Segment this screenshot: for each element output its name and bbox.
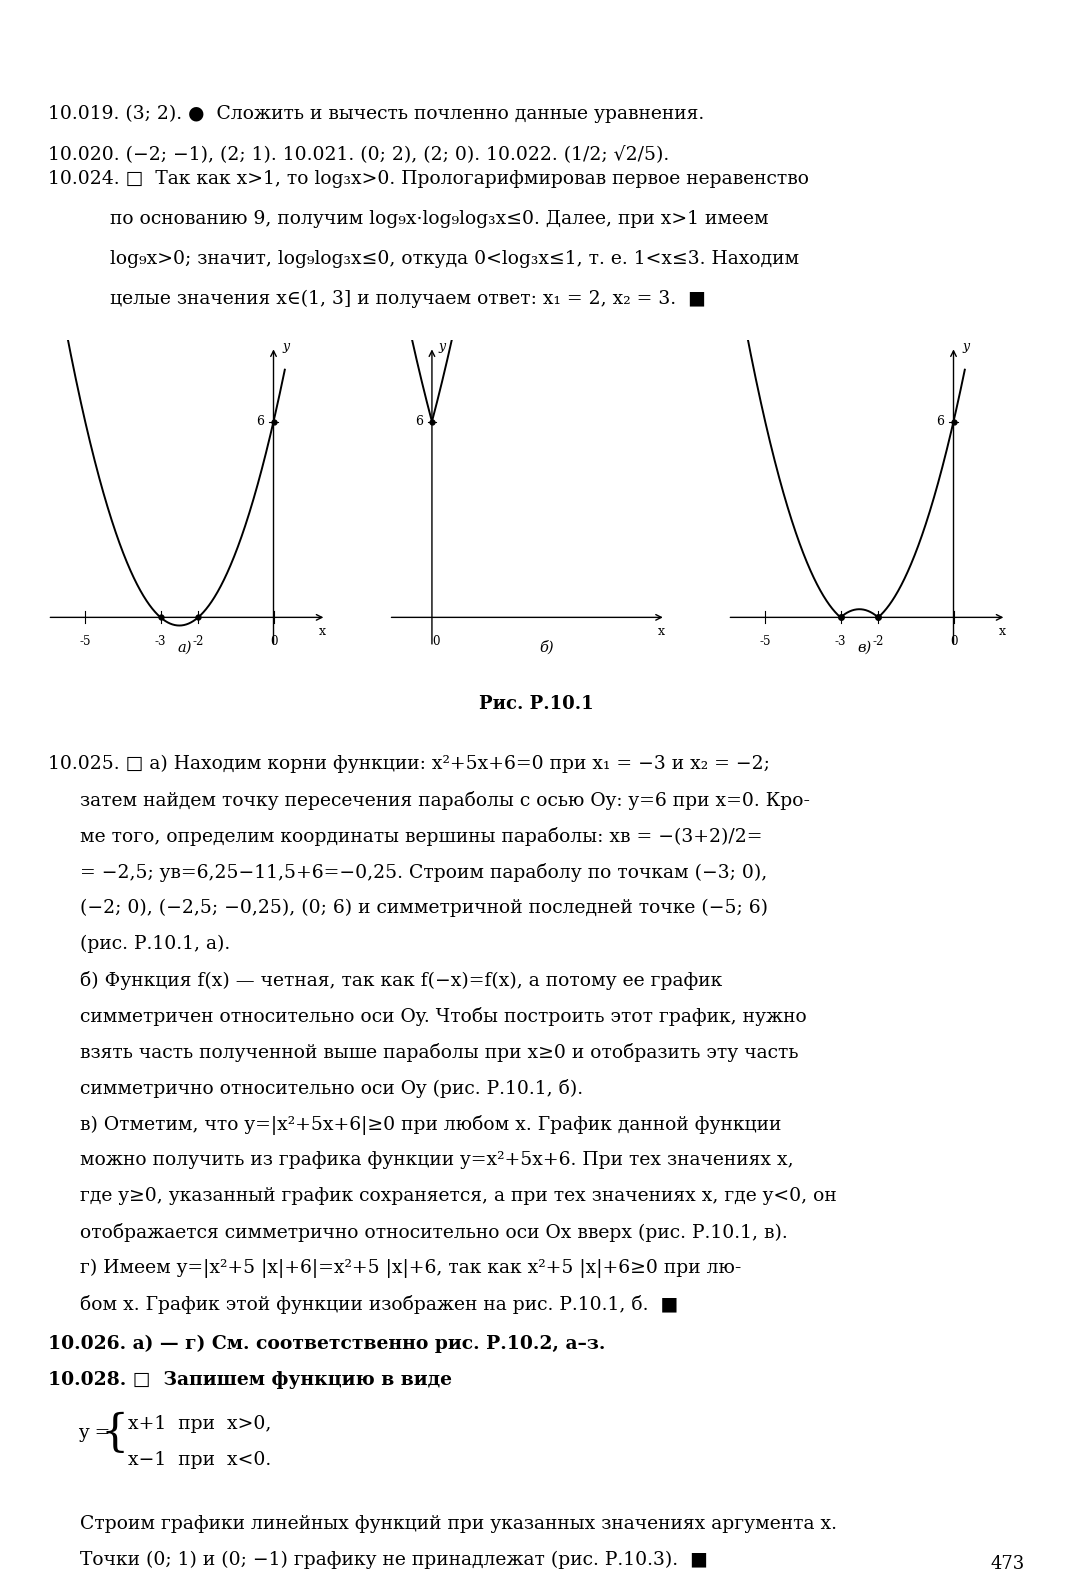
- Text: -3: -3: [835, 636, 847, 649]
- Text: = −2,5; yв=6,25−11,5+6=−0,25. Строим параболу по точкам (−3; 0),: = −2,5; yв=6,25−11,5+6=−0,25. Строим пар…: [80, 864, 767, 883]
- Text: y: y: [283, 340, 290, 353]
- Text: {: {: [100, 1411, 129, 1454]
- Text: симметричен относительно оси Oy. Чтобы построить этот график, нужно: симметричен относительно оси Oy. Чтобы п…: [80, 1008, 807, 1027]
- Text: x+1  при  x>0,: x+1 при x>0,: [128, 1414, 271, 1433]
- Text: г) Имеем y=|x²+5 |x|+6|=x²+5 |x|+6, так как x²+5 |x|+6≥0 при лю-: г) Имеем y=|x²+5 |x|+6|=x²+5 |x|+6, так …: [80, 1259, 741, 1278]
- Text: 0: 0: [950, 636, 957, 649]
- Text: (−2; 0), (−2,5; −0,25), (0; 6) и симметричной последней точке (−5; 6): (−2; 0), (−2,5; −0,25), (0; 6) и симметр…: [80, 899, 768, 918]
- Text: 6: 6: [415, 414, 423, 429]
- Text: Рис. Р.10.1: Рис. Р.10.1: [479, 694, 593, 713]
- Text: б) Функция f(x) — четная, так как f(−x)=f(x), а потому ее график: б) Функция f(x) — четная, так как f(−x)=…: [80, 971, 722, 990]
- Text: отображается симметрично относительно оси Ox вверх (рис. Р.10.1, в).: отображается симметрично относительно ос…: [80, 1223, 788, 1242]
- Text: log₉x>0; значит, log₉log₃x≤0, откуда 0<log₃x≤1, т. е. 1<x≤3. Находим: log₉x>0; значит, log₉log₃x≤0, откуда 0<l…: [111, 250, 799, 267]
- Text: 473: 473: [990, 1555, 1025, 1573]
- Text: 10.024. □  Так как x>1, то log₃x>0. Прологарифмировав первое неравенство: 10.024. □ Так как x>1, то log₃x>0. Проло…: [48, 169, 809, 188]
- Text: 10.028. □  Запишем функцию в виде: 10.028. □ Запишем функцию в виде: [48, 1372, 452, 1389]
- Text: y =: y =: [78, 1424, 111, 1443]
- Text: в) Отметим, что y=|x²+5x+6|≥0 при любом x. График данной функции: в) Отметим, что y=|x²+5x+6|≥0 при любом …: [80, 1115, 781, 1134]
- Text: б): б): [540, 641, 554, 655]
- Text: 10.026. а) — г) См. соответственно рис. Р.10.2, a–з.: 10.026. а) — г) См. соответственно рис. …: [48, 1335, 605, 1353]
- Text: 0: 0: [269, 636, 277, 649]
- Text: y: y: [962, 340, 970, 353]
- Text: -5: -5: [79, 636, 91, 649]
- Text: где y≥0, указанный график сохраняется, а при тех значениях x, где y<0, он: где y≥0, указанный график сохраняется, а…: [80, 1186, 837, 1205]
- Text: 6: 6: [256, 414, 264, 429]
- Text: ме того, определим координаты вершины параболы: xв = −(3+2)/2=: ме того, определим координаты вершины па…: [80, 827, 763, 846]
- Text: целые значения x∈(1, 3] и получаем ответ: x₁ = 2, x₂ = 3.  ■: целые значения x∈(1, 3] и получаем ответ…: [111, 290, 706, 308]
- Text: x: x: [999, 625, 1006, 638]
- Text: x: x: [319, 625, 326, 638]
- Text: 6: 6: [936, 414, 944, 429]
- Text: -5: -5: [760, 636, 770, 649]
- Text: -2: -2: [872, 636, 884, 649]
- Text: можно получить из графика функции y=x²+5x+6. При тех значениях x,: можно получить из графика функции y=x²+5…: [80, 1152, 794, 1169]
- Text: 10.025. □ а) Находим корни функции: x²+5x+6=0 при x₁ = −3 и x₂ = −2;: 10.025. □ а) Находим корни функции: x²+5…: [48, 755, 769, 774]
- Text: -3: -3: [155, 636, 166, 649]
- Text: y: y: [439, 340, 445, 353]
- Text: бом x. График этой функции изображен на рис. Р.10.1, б.  ■: бом x. График этой функции изображен на …: [80, 1296, 678, 1315]
- Text: (рис. Р.10.1, а).: (рис. Р.10.1, а).: [80, 935, 231, 954]
- Text: 0: 0: [432, 636, 440, 649]
- Text: x: x: [658, 625, 665, 638]
- Text: симметрично относительно оси Oy (рис. Р.10.1, б).: симметрично относительно оси Oy (рис. Р.…: [80, 1079, 583, 1098]
- Text: а): а): [178, 641, 192, 655]
- Text: x−1  при  x<0.: x−1 при x<0.: [128, 1451, 271, 1470]
- Text: Строим графики линейных функций при указанных значениях аргумента x.: Строим графики линейных функций при указ…: [80, 1516, 837, 1533]
- Text: Точки (0; 1) и (0; −1) графику не принадлежат (рис. Р.10.3).  ■: Точки (0; 1) и (0; −1) графику не принад…: [80, 1550, 708, 1569]
- Text: затем найдем точку пересечения параболы с осью Oy: y=6 при x=0. Кро-: затем найдем точку пересечения параболы …: [80, 791, 810, 810]
- Text: по основанию 9, получим log₉x·log₉log₃x≤0. Далее, при x>1 имеем: по основанию 9, получим log₉x·log₉log₃x≤…: [111, 210, 768, 228]
- Text: 10.020. (−2; −1), (2; 1). 10.021. (0; 2), (2; 0). 10.022. (1/2; √2/5).: 10.020. (−2; −1), (2; 1). 10.021. (0; 2)…: [48, 146, 670, 163]
- Text: взять часть полученной выше параболы при x≥0 и отобразить эту часть: взять часть полученной выше параболы при…: [80, 1043, 798, 1062]
- Text: в): в): [858, 641, 872, 655]
- Text: -2: -2: [192, 636, 204, 649]
- Text: 10.019. (3; 2). ●  Сложить и вычесть почленно данные уравнения.: 10.019. (3; 2). ● Сложить и вычесть почл…: [48, 104, 704, 123]
